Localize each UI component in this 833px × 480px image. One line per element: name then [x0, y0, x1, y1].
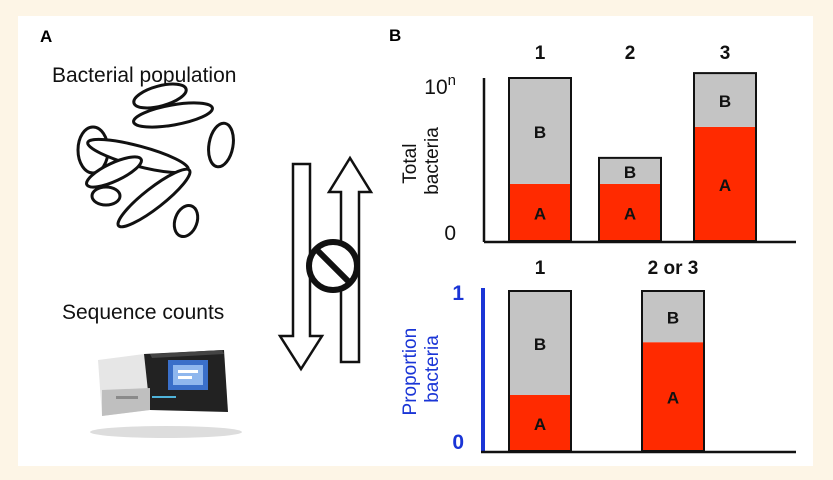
total-bar-2-outline: [598, 156, 662, 242]
sequence-counts-caption: Sequence counts: [62, 301, 224, 324]
proportion-bacteria-chart: Proportion bacteria 1 0 A B 1 A B 2 or 3: [400, 258, 796, 454]
total-bar-1-label-a: A: [534, 204, 546, 223]
total-bar-2-segment-a: [599, 183, 661, 241]
total-bar-2-label-a: A: [624, 204, 636, 223]
proportion-bar-2-outline: [641, 290, 705, 452]
down-arrow: [277, 162, 325, 372]
total-bar-2-category-label: 2: [625, 43, 636, 64]
proportion-bar-1-label-a: A: [534, 415, 546, 434]
panel-a-label: A: [40, 27, 52, 46]
total-bar-3-label-b: B: [719, 92, 731, 111]
total-bar-1-outline: [508, 77, 572, 242]
total-bar-3-outline: [693, 72, 757, 242]
total-bar-1-segment-a: [509, 183, 571, 241]
proportion-bar-1-segment-a: [509, 395, 571, 451]
proportion-bar-2-label-a: A: [667, 389, 679, 408]
figure-panel: A Bacterial population Sequence counts B: [18, 16, 813, 466]
total-bar-1-category-label: 1: [535, 43, 546, 64]
total-bar-3-category-label: 3: [720, 43, 731, 64]
total-bar-1-label-b: B: [534, 123, 546, 142]
proportion-bar-2-segment-b: [642, 291, 704, 343]
total-bar-2-label-b: B: [624, 163, 636, 182]
prohibited-icon: [306, 239, 360, 293]
total-y-tick-top-base: 10: [424, 76, 447, 99]
total-bar-2-segment-b: [599, 157, 661, 184]
proportion-y-label: Proportion bacteria: [400, 323, 443, 416]
bacteria-cells-illustration: [76, 82, 235, 238]
total-y-label: Total bacteria: [400, 127, 443, 195]
proportion-bar-1-outline: [508, 290, 572, 452]
proportion-bar-1-segment-b: [509, 291, 571, 395]
total-y-tick-bottom: 0: [444, 222, 456, 245]
panel-b-label: B: [389, 26, 401, 45]
bacterial-population-caption: Bacterial population: [52, 64, 236, 87]
figure-svg: A Bacterial population Sequence counts B: [40, 26, 796, 454]
proportion-bar-2-category-label: 2 or 3: [648, 258, 699, 279]
proportion-y-label-line2: bacteria: [422, 335, 443, 403]
proportion-bars: A B 1 A B 2 or 3: [508, 258, 705, 452]
total-bar-3-label-a: A: [719, 176, 731, 195]
total-y-label-line2: bacteria: [422, 127, 443, 195]
sequencer-machine-illustration: [90, 350, 242, 438]
total-bar-1-segment-b: [509, 78, 571, 184]
total-bars: A B 1 A B 2 A B 3: [508, 43, 757, 242]
proportion-bar-2-label-b: B: [667, 309, 679, 328]
total-bar-3-segment-b: [694, 73, 756, 127]
proportion-y-tick-bottom: 0: [452, 431, 464, 454]
proportion-bar-1-category-label: 1: [535, 258, 546, 279]
total-y-tick-top-exponent: n: [448, 72, 456, 89]
total-y-tick-top: 10n: [424, 72, 456, 99]
proportion-bar-2-segment-a: [642, 342, 704, 451]
proportion-y-label-line1: Proportion: [400, 328, 421, 416]
total-y-label-line1: Total: [400, 144, 421, 184]
proportion-bar-1-label-b: B: [534, 335, 546, 354]
proportion-y-tick-top: 1: [452, 282, 464, 305]
total-bacteria-chart: Total bacteria 10n 0 A B 1 A B 2 A B 3: [400, 43, 796, 245]
total-bar-3-segment-a: [694, 126, 756, 241]
